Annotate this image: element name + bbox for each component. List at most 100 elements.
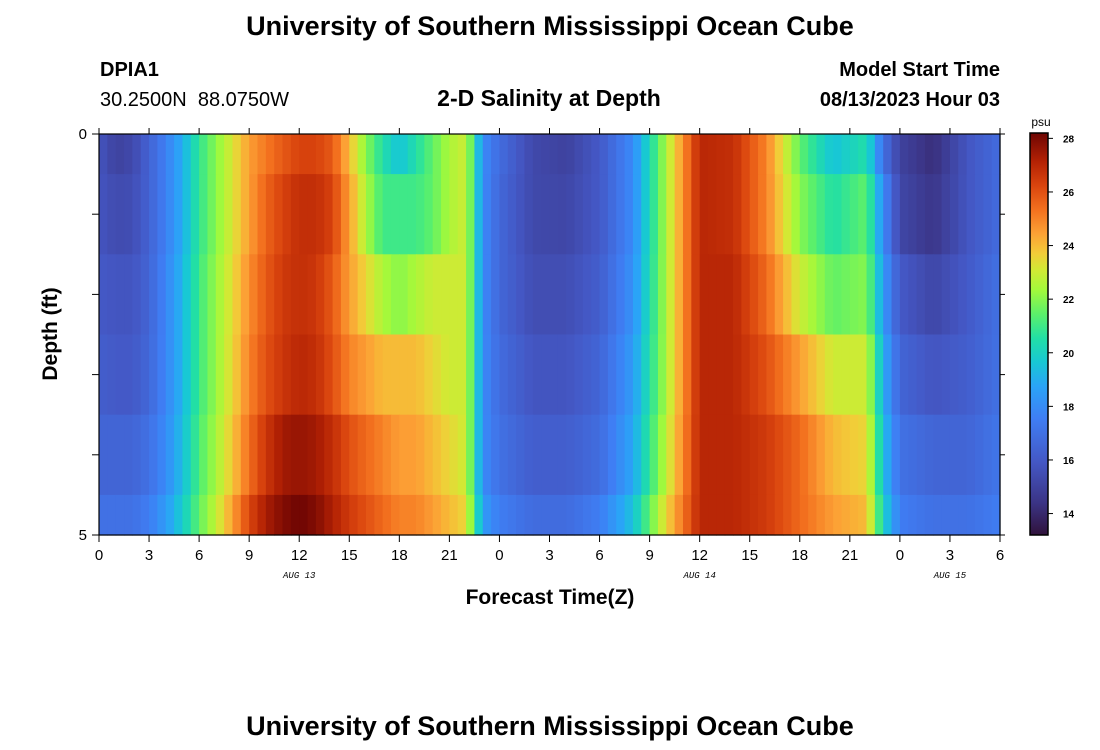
heatmap-cell [232,254,242,336]
heatmap-cell [649,414,659,496]
colorbar-unit: psu [1031,115,1050,129]
colorbar-tick-label: 14 [1063,510,1075,521]
heatmap-cell [424,254,434,336]
heatmap-cell [115,174,125,255]
heatmap-cell [724,134,734,175]
heatmap-cell [374,254,384,336]
heatmap-cell [632,414,642,496]
heatmap-cell [958,254,968,336]
heatmap-cell [157,414,167,496]
heatmap-cell [766,494,776,536]
x-tick-label: 15 [741,547,758,564]
x-tick-label: 18 [391,547,408,564]
heatmap-cell [115,134,125,175]
heatmap-cell [357,254,367,336]
heatmap-cell [124,174,133,255]
heatmap-cell [441,334,450,416]
heatmap-cell [933,414,943,496]
heatmap-cell [874,334,884,416]
heatmap-cell [107,134,117,175]
heatmap-cell [591,494,601,536]
heatmap-cell [232,334,242,416]
heatmap-cell [99,494,108,536]
heatmap-cell [758,334,767,416]
heatmap-cell [883,334,893,416]
heatmap-cell [399,334,409,416]
heatmap-cell [482,334,492,416]
heatmap-cell [666,254,676,336]
heatmap-cell [749,334,759,416]
heatmap-cell [883,414,893,496]
heatmap-cell [591,174,601,255]
heatmap-cell [549,174,559,255]
heatmap-cell [365,334,375,416]
heatmap-cell [399,134,409,175]
heatmap-cell [165,494,175,536]
heatmap-cell [708,494,717,536]
heatmap-cell [816,334,826,416]
heatmap-cell [991,414,1001,496]
heatmap-cell [924,494,934,536]
heatmap-cell [691,174,701,255]
heatmap-cell [441,414,450,496]
heatmap-cell [799,334,809,416]
heatmap-cell [858,134,868,175]
heatmap-cell [249,414,259,496]
heatmap-cell [557,174,567,255]
heatmap-cell [416,414,425,496]
heatmap-cell [424,494,434,536]
heatmap-cell [524,174,534,255]
heatmap-cell [516,174,526,255]
heatmap-cell [733,134,742,175]
heatmap-cell [899,174,909,255]
heatmap-cell [282,414,292,496]
heatmap-cell [599,494,609,536]
heatmap-cell [232,494,242,536]
heatmap-cell [749,134,759,175]
heatmap-cell [324,494,334,536]
heatmap-cell [516,254,526,336]
heatmap-cell [199,494,209,536]
heatmap-cell [674,494,684,536]
heatmap-cell [891,334,901,416]
heatmap-cell [307,134,317,175]
heatmap-cell [908,134,918,175]
heatmap-cell [599,134,609,175]
heatmap-cell [891,494,901,536]
heatmap-cell [199,414,209,496]
heatmap-cell [474,414,484,496]
heatmap-cell [474,494,484,536]
heatmap-cell [449,414,459,496]
heatmap-cell [165,334,175,416]
x-tick-label: 6 [595,547,603,564]
heatmap-cell [457,254,467,336]
heatmap-cell [991,494,1001,536]
heatmap-cell [566,494,576,536]
heatmap-cell [933,254,943,336]
heatmap-cell [783,414,793,496]
heatmap-cell [624,134,634,175]
heatmap-cell [766,334,776,416]
x-tick-label: 21 [441,547,458,564]
heatmap-cell [115,494,125,536]
heatmap-cell [666,134,676,175]
heatmap-cell [974,174,984,255]
heatmap-cell [424,174,434,255]
heatmap-cell [215,334,225,416]
x-axis-label: Forecast Time(Z) [466,586,635,609]
heatmap-cell [766,414,776,496]
heatmap-cell [199,134,209,175]
heatmap-cell [424,334,434,416]
heatmap-cell [816,254,826,336]
heatmap-cell [708,174,717,255]
heatmap-cell [199,174,209,255]
heatmap-cell [941,134,951,175]
heatmap-cell [566,334,576,416]
heatmap-cell [657,334,667,416]
heatmap-cell [132,174,142,255]
heatmap-cell [974,494,984,536]
heatmap-cell [699,254,709,336]
x-tick-label: 0 [495,547,503,564]
heatmap-cell [207,494,217,536]
